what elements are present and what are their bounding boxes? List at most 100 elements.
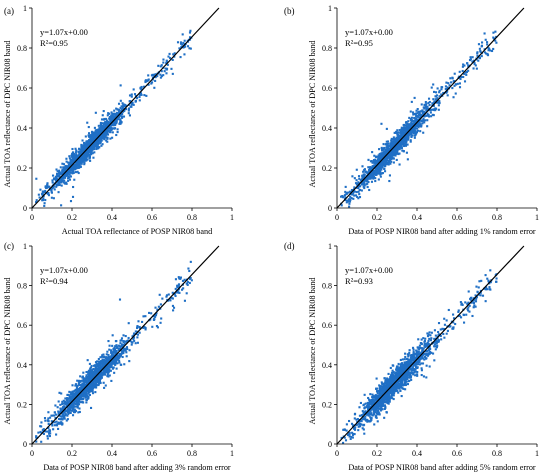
data-point: [71, 159, 73, 161]
data-point: [36, 199, 38, 201]
data-point: [384, 170, 386, 172]
data-point: [142, 315, 144, 317]
data-point: [135, 342, 137, 344]
data-point: [359, 196, 361, 198]
data-point: [415, 110, 417, 112]
data-point: [404, 129, 406, 131]
data-point: [126, 348, 128, 350]
data-point: [120, 364, 122, 366]
data-point: [350, 197, 352, 199]
x-tick-label: 0.2: [67, 213, 77, 222]
data-point: [426, 119, 428, 121]
data-point: [348, 201, 350, 203]
data-point: [433, 114, 435, 116]
data-point: [432, 83, 434, 85]
data-point: [76, 405, 78, 407]
data-point: [488, 48, 490, 50]
data-point: [449, 77, 451, 79]
data-point: [475, 286, 477, 288]
data-point: [455, 92, 457, 94]
x-tick-label: 0.4: [107, 213, 117, 222]
data-point: [48, 186, 50, 188]
data-point: [91, 388, 93, 390]
data-point: [60, 181, 62, 183]
y-axis-label: Actual TOA reflectance of DPC NIR08 band: [3, 277, 12, 424]
data-point: [35, 178, 37, 180]
data-point: [179, 56, 181, 58]
data-point: [70, 200, 72, 202]
data-point: [396, 159, 398, 161]
data-point: [58, 191, 60, 193]
data-point: [425, 101, 427, 103]
data-point: [75, 392, 77, 394]
data-point: [70, 160, 72, 162]
data-point: [164, 70, 166, 72]
data-point: [459, 86, 461, 88]
data-point: [107, 134, 109, 136]
data-point: [174, 295, 176, 297]
data-point: [72, 403, 74, 405]
data-point: [410, 141, 412, 143]
data-point: [92, 374, 94, 376]
data-point: [169, 53, 171, 55]
data-point: [73, 179, 75, 181]
data-point: [406, 129, 408, 131]
data-point: [136, 336, 138, 338]
data-point: [90, 151, 92, 153]
data-point: [53, 414, 55, 416]
data-point: [172, 305, 174, 307]
data-point: [111, 356, 113, 358]
data-point: [96, 134, 98, 136]
data-point: [40, 431, 42, 433]
data-point: [63, 167, 65, 169]
y-tick-label: 0.2: [17, 164, 27, 173]
data-point: [409, 349, 411, 351]
data-point: [54, 424, 56, 426]
data-point: [74, 400, 76, 402]
data-point: [341, 204, 343, 206]
data-point: [92, 371, 94, 373]
data-point: [81, 139, 83, 141]
data-point: [414, 97, 416, 99]
data-point: [162, 62, 164, 64]
y-tick-label: 0.6: [17, 321, 27, 330]
data-point: [69, 405, 71, 407]
data-point: [153, 318, 155, 320]
data-point: [486, 41, 488, 43]
data-point: [418, 124, 420, 126]
equation-annotation: y=1.07x+0.00: [40, 27, 88, 37]
data-point: [426, 125, 428, 127]
data-point: [433, 345, 435, 347]
data-point: [433, 91, 435, 93]
data-point: [452, 96, 454, 98]
data-point: [79, 153, 81, 155]
data-point: [110, 126, 112, 128]
data-point: [177, 291, 179, 293]
data-point: [105, 133, 107, 135]
data-point: [484, 51, 486, 53]
data-point: [462, 76, 464, 78]
data-point: [120, 339, 122, 341]
data-point: [47, 193, 49, 195]
data-point: [118, 362, 120, 364]
data-point: [105, 132, 107, 134]
y-tick-label: 0.8: [17, 44, 27, 53]
scatter-panel: (d)0 0.2 0.4 0.6 0.8 100.20.40.60.81Data of P…: [284, 241, 539, 472]
data-point: [169, 299, 171, 301]
data-point: [117, 128, 119, 130]
data-point: [107, 375, 109, 377]
data-point: [367, 186, 369, 188]
y-tick-label: 1: [328, 4, 332, 13]
data-point: [40, 421, 42, 423]
data-point: [75, 151, 77, 153]
data-point: [427, 114, 429, 116]
data-point: [401, 140, 403, 142]
data-point: [418, 126, 420, 128]
data-point: [92, 157, 94, 159]
data-point: [135, 100, 137, 102]
data-point: [92, 384, 94, 386]
data-point: [123, 363, 125, 365]
data-point: [359, 185, 361, 187]
data-point: [66, 397, 68, 399]
data-point: [378, 148, 380, 150]
